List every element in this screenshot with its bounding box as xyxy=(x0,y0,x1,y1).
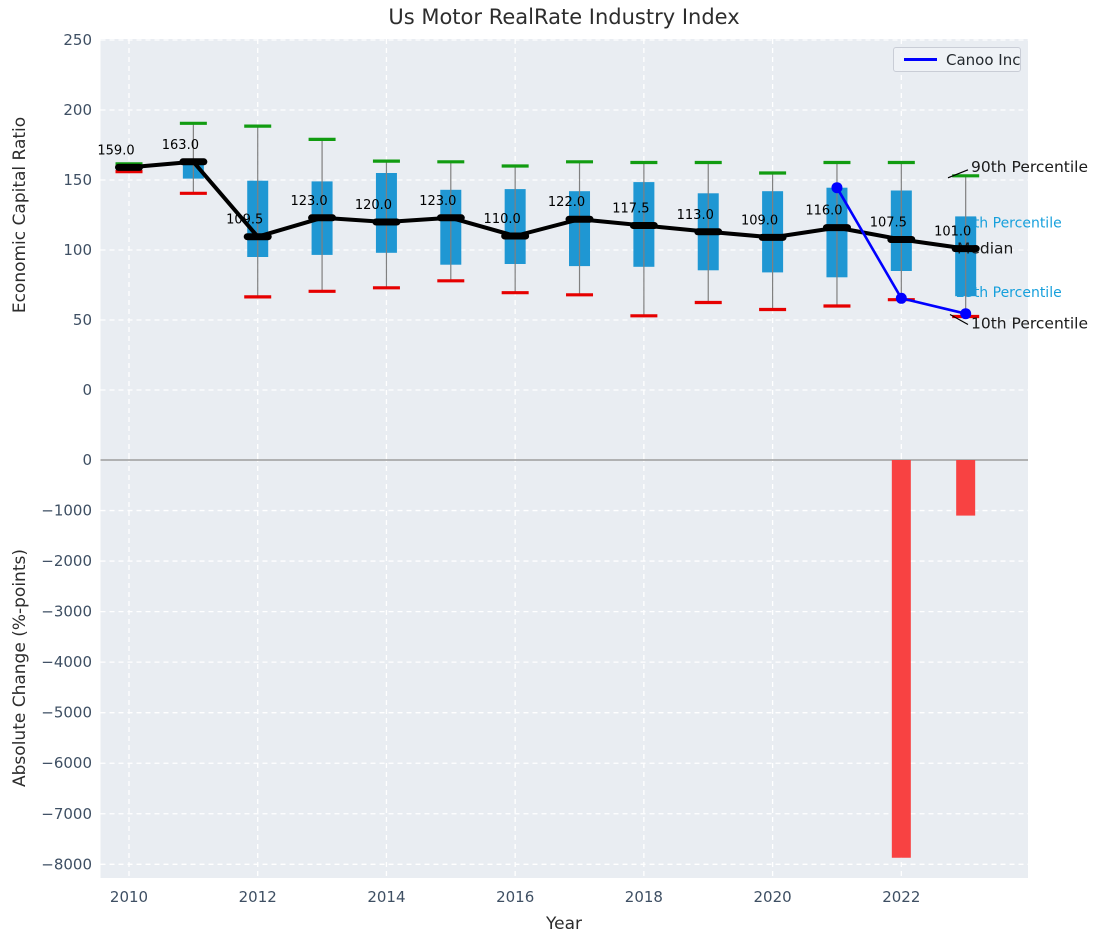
bar-2023 xyxy=(956,460,976,516)
median-value-label-2012: 109.5 xyxy=(226,213,263,228)
median-marker-2022 xyxy=(887,236,916,243)
median-marker-2010 xyxy=(115,163,143,171)
legend-series-label: Canoo Inc xyxy=(946,50,1021,69)
median-value-label-2019: 113.0 xyxy=(677,208,714,223)
bottom-panel-bg xyxy=(100,457,1028,878)
xtick-2022: 2022 xyxy=(882,888,920,906)
ytick-bottom--3000: −3000 xyxy=(41,603,92,621)
ytick-bottom--8000: −8000 xyxy=(41,855,92,873)
value-labels-layer: 159.0 163.0 109.5 123.0 120.0 123.0 110.0 122.0… xyxy=(97,138,971,240)
legend: Canoo Inc xyxy=(893,47,1021,72)
median-value-label-2020: 109.0 xyxy=(741,213,778,228)
ytick-bottom--4000: −4000 xyxy=(41,653,92,671)
ytick-bottom--1000: −1000 xyxy=(41,502,92,520)
annotations-top-layer: 90th Percentile 10th Percentile xyxy=(947,158,1088,333)
bottom-y-axis-label: Absolute Change (%-points) xyxy=(10,549,30,787)
median-value-label-2013: 123.0 xyxy=(290,194,327,209)
top-y-axis-label: Economic Capital Ratio xyxy=(10,117,30,313)
ytick-top-150: 150 xyxy=(63,171,92,189)
median-marker-2017 xyxy=(565,215,594,223)
xtick-2012: 2012 xyxy=(239,888,277,906)
median-marker-2015 xyxy=(436,214,465,222)
median-annotation-layer: Median xyxy=(957,240,1013,258)
ytick-bottom--7000: −7000 xyxy=(41,805,92,823)
leader-90th xyxy=(947,169,969,179)
xtick-2016: 2016 xyxy=(496,888,534,906)
annotation-90th-percentile: 90th Percentile xyxy=(971,158,1088,176)
median-value-label-2014: 120.0 xyxy=(355,198,392,213)
median-marker-2013 xyxy=(308,214,337,222)
annotation-75th-percentile: 75th Percentile xyxy=(956,215,1062,231)
canoo-point-2022 xyxy=(895,292,907,304)
canoo-series-layer xyxy=(831,182,972,320)
ytick-top-0: 0 xyxy=(82,381,92,399)
annotations-under-layer: 75th Percentile 25th Percentile xyxy=(956,215,1062,301)
bar-2022 xyxy=(891,460,911,858)
median-marker-2018 xyxy=(629,222,658,229)
ytick-top-200: 200 xyxy=(63,101,92,119)
median-value-label-2017: 122.0 xyxy=(548,195,585,210)
xtick-2014: 2014 xyxy=(367,888,405,906)
bars-layer xyxy=(891,460,976,858)
panel-backgrounds xyxy=(100,39,1028,878)
annotation-25th-percentile: 25th Percentile xyxy=(956,285,1062,301)
median-value-label-2018: 117.5 xyxy=(612,202,649,217)
median-marker-2011 xyxy=(179,158,208,166)
median-marker-2023 xyxy=(951,245,980,253)
legend-line-swatch xyxy=(904,58,937,61)
median-value-label-2011: 163.0 xyxy=(162,138,199,153)
median-value-label-2022: 107.5 xyxy=(870,216,907,231)
xtick-2010: 2010 xyxy=(110,888,148,906)
x-axis-label: Year xyxy=(545,914,582,934)
median-value-label-2016: 110.0 xyxy=(484,212,521,227)
median-marker-2016 xyxy=(501,232,530,240)
annotation-median: Median xyxy=(957,240,1013,258)
ytick-bottom--5000: −5000 xyxy=(41,704,92,722)
xtick-2018: 2018 xyxy=(625,888,663,906)
median-value-label-2021: 116.0 xyxy=(805,204,842,219)
median-marker-2020 xyxy=(758,233,787,241)
chart-title: Us Motor RealRate Industry Index xyxy=(388,5,740,29)
median-value-label-2010: 159.0 xyxy=(97,143,134,158)
median-value-label-2023: 101.0 xyxy=(934,225,971,240)
canoo-point-2021 xyxy=(831,182,843,194)
median-marker-2019 xyxy=(694,228,723,236)
median-marker-2014 xyxy=(372,218,401,226)
xtick-2020: 2020 xyxy=(754,888,792,906)
top-panel-bg xyxy=(100,39,1028,457)
median-markers-layer xyxy=(115,158,980,253)
annotation-10th-percentile: 10th Percentile xyxy=(971,315,1088,333)
leader-10th xyxy=(949,313,969,326)
median-marker-2012 xyxy=(243,233,272,241)
ytick-top-50: 50 xyxy=(73,311,92,329)
ytick-bottom-0: 0 xyxy=(82,451,92,469)
canoo-point-2023 xyxy=(960,308,972,320)
tick-labels-layer: 250 200 150 100 50 0 0 −1000 −2000 −3000 −4000 −500… xyxy=(41,31,920,906)
median-marker-2021 xyxy=(822,224,851,232)
ytick-top-250: 250 xyxy=(63,31,92,49)
ytick-bottom--6000: −6000 xyxy=(41,754,92,772)
median-value-label-2015: 123.0 xyxy=(419,194,456,209)
ytick-top-100: 100 xyxy=(63,241,92,259)
ytick-bottom--2000: −2000 xyxy=(41,552,92,570)
